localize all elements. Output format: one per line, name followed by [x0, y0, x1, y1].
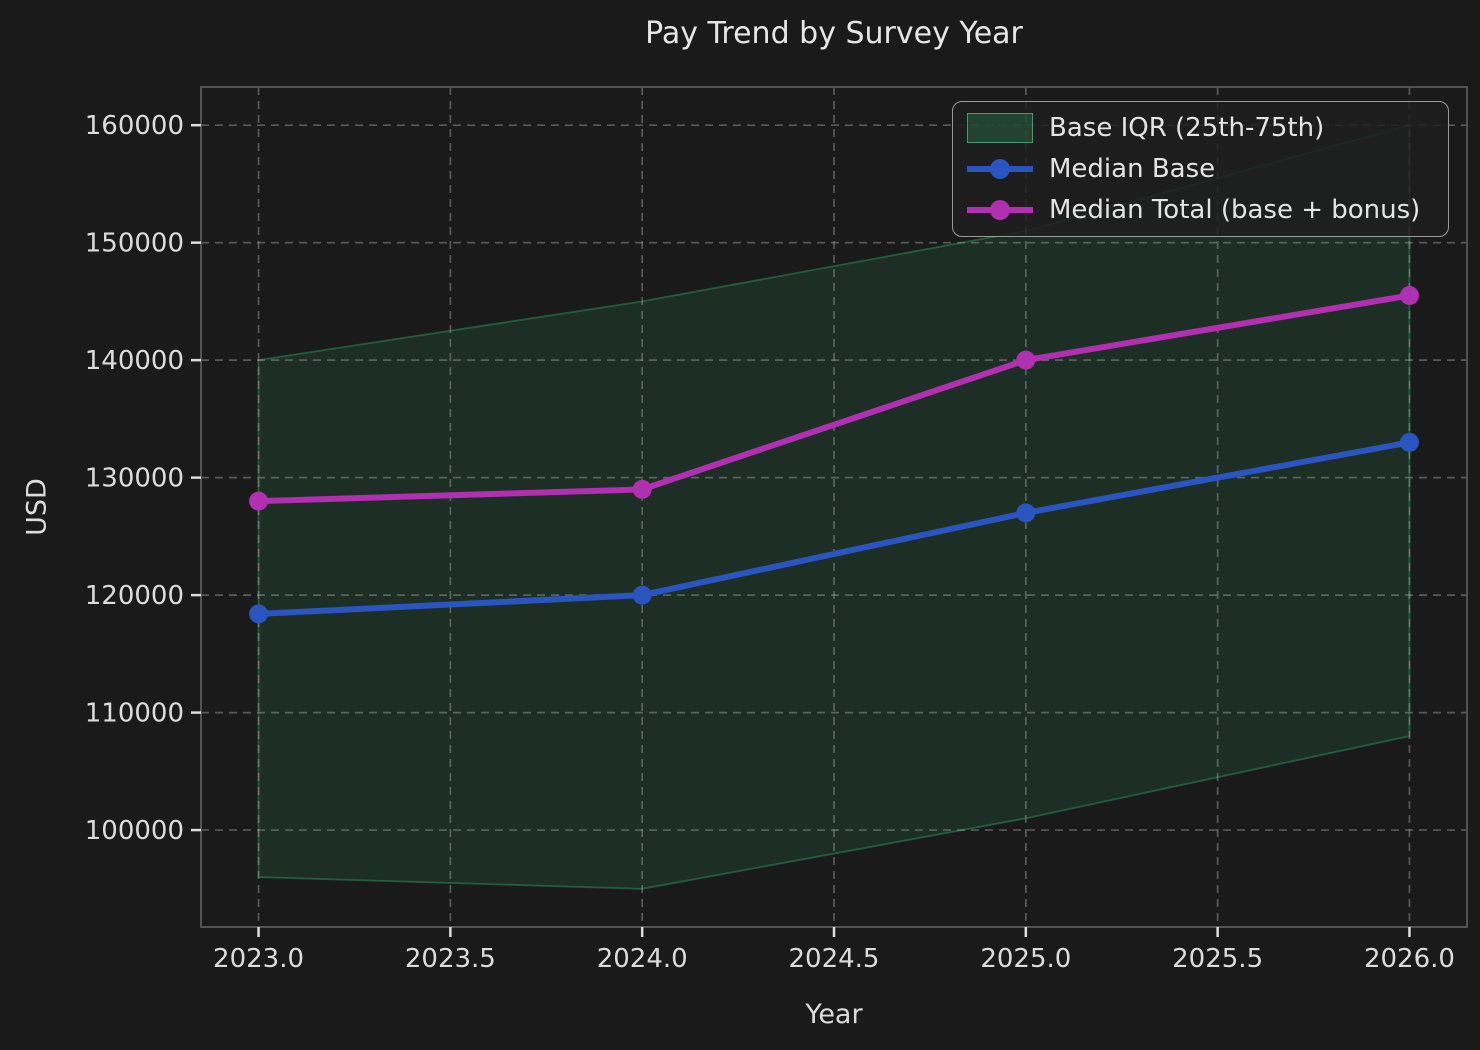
legend-swatch-median-base-icon: [967, 154, 1033, 184]
legend-item-median-base: Median Base: [967, 149, 1434, 189]
svg-text:2024.0: 2024.0: [597, 944, 688, 974]
svg-text:2024.5: 2024.5: [789, 944, 880, 974]
chart-title: Pay Trend by Survey Year: [645, 16, 1023, 51]
svg-text:2023.5: 2023.5: [405, 944, 496, 974]
svg-text:160000: 160000: [85, 111, 184, 141]
x-axis-label: Year: [805, 999, 863, 1030]
y-tick-labels: 100000 110000 120000 130000 140000 150000 1600…: [85, 111, 184, 846]
iqr-band: [257, 124, 1411, 890]
series-lines: [249, 286, 1419, 624]
svg-text:110000: 110000: [85, 699, 184, 729]
svg-text:2026.0: 2026.0: [1364, 944, 1455, 974]
legend-label: Base IQR (25th-75th): [1049, 112, 1325, 143]
legend-item-median-total: Median Total (base + bonus): [967, 190, 1434, 230]
svg-text:2025.5: 2025.5: [1172, 944, 1263, 974]
legend-item-base-iqr: Base IQR (25th-75th): [967, 108, 1434, 148]
legend-swatch-band-icon: [967, 112, 1033, 143]
svg-text:120000: 120000: [85, 581, 184, 611]
legend: Base IQR (25th-75th) Median Base Median …: [952, 101, 1449, 237]
legend-swatch-median-total-icon: [967, 195, 1033, 225]
legend-label: Median Base: [1049, 153, 1216, 184]
svg-text:130000: 130000: [85, 464, 184, 494]
x-tick-labels: 2023.0 2023.5 2024.0 2024.5 2025.0 2025.5 2026…: [213, 944, 1455, 974]
svg-text:100000: 100000: [85, 816, 184, 846]
svg-text:140000: 140000: [85, 346, 184, 376]
svg-text:2025.0: 2025.0: [980, 944, 1071, 974]
tick-marks: [191, 123, 1411, 937]
legend-label: Median Total (base + bonus): [1049, 195, 1421, 226]
grid-lines: [201, 87, 1467, 927]
y-axis-label: USD: [21, 478, 53, 536]
svg-text:150000: 150000: [85, 229, 184, 259]
svg-text:2023.0: 2023.0: [213, 944, 304, 974]
